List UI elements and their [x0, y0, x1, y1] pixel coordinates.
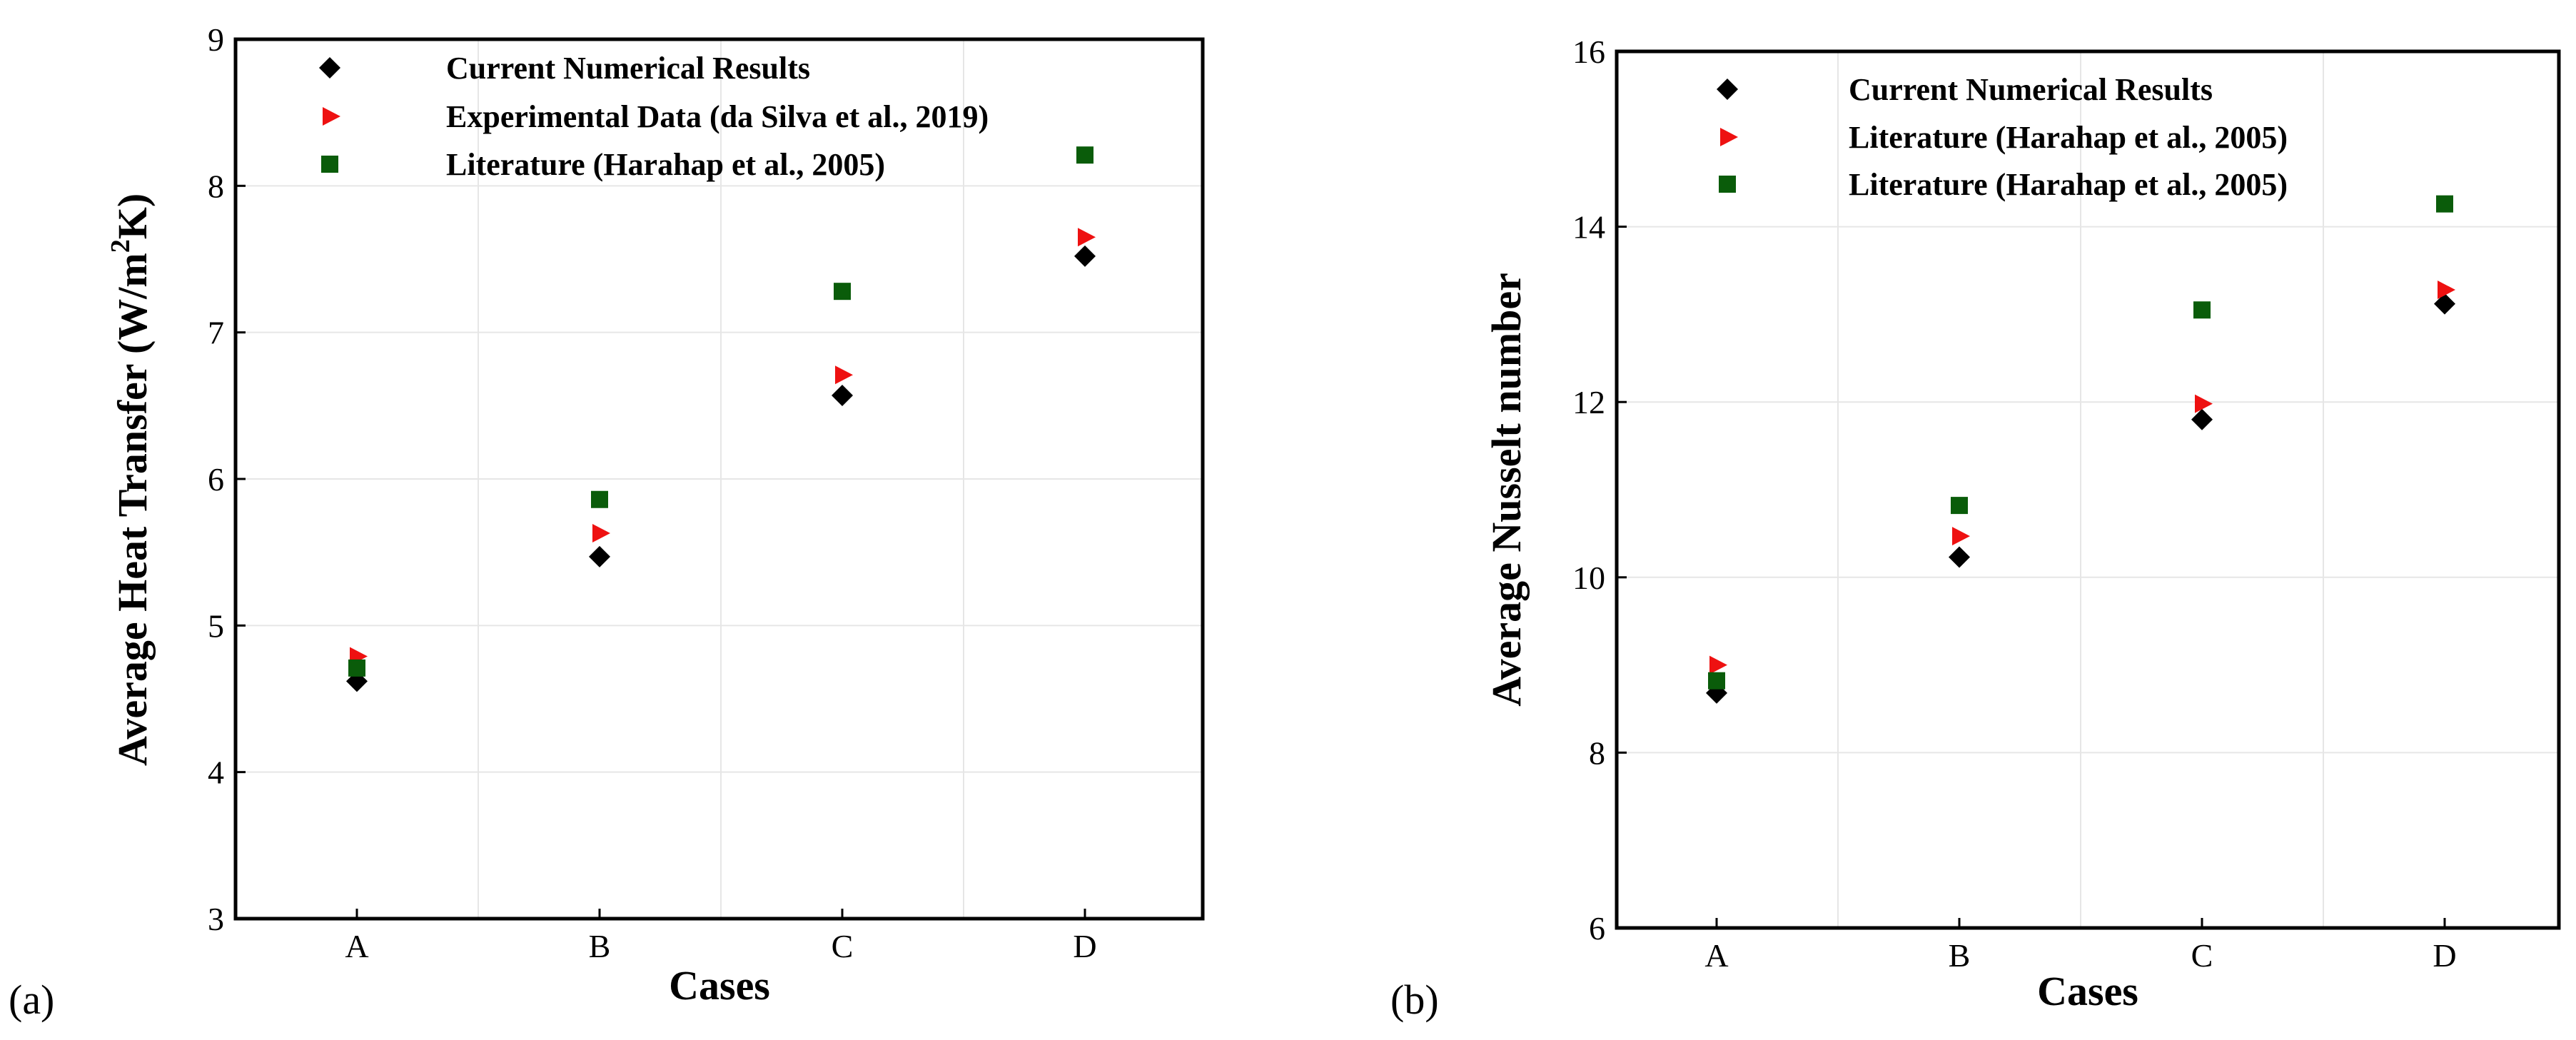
- legend-entry-label: Current Numerical Results: [446, 51, 810, 86]
- legend-entry-label: Current Numerical Results: [1849, 72, 2213, 107]
- legend-marker-square: [321, 156, 338, 173]
- data-point-triangle-right: [1952, 527, 1970, 546]
- legend-entry-label: Experimental Data (da Silva et al., 2019…: [446, 99, 989, 134]
- data-point-diamond: [589, 545, 610, 567]
- panel-a-legend: Current Numerical Results Experimental Da…: [319, 51, 989, 182]
- legend-entry-label: Literature (Harahap et al., 2005): [1849, 120, 2288, 155]
- x-tick-label: C: [2191, 937, 2213, 974]
- y-tick-label: 9: [208, 21, 224, 58]
- data-point-diamond: [1949, 546, 1970, 568]
- legend-entry-label: Literature (Harahap et al., 2005): [1849, 167, 2288, 202]
- legend-entry-label: Literature (Harahap et al., 2005): [446, 147, 885, 182]
- y-tick-label: 3: [208, 901, 224, 937]
- panel-b-data-points: [1706, 195, 2455, 704]
- legend-marker-diamond: [319, 57, 340, 79]
- chart-panel-a: 3 4 5 6 7 8 9 A B C D Current Numerical Results Exp…: [9, 21, 1205, 1023]
- y-tick-label: 6: [1589, 910, 1605, 946]
- panel-a-x-axis-title: Cases: [669, 962, 770, 1009]
- data-point-triangle-right: [2438, 281, 2455, 300]
- panel-b-ticks: 6 8 10 12 14 16 A B C D: [1572, 34, 2457, 974]
- x-tick-label: A: [345, 928, 368, 964]
- data-point-diamond: [1074, 245, 1096, 267]
- chart-panel-b: 6 8 10 12 14 16 A B C D Current Numerical Results…: [1390, 34, 2561, 1023]
- x-tick-label: C: [832, 928, 854, 964]
- legend-marker-diamond: [1717, 79, 1738, 100]
- legend-marker-triangle-right: [1720, 128, 1738, 146]
- panel-b-plot-frame: [1615, 49, 2561, 930]
- panel-a-grid: [236, 39, 1203, 919]
- x-tick-label: A: [1704, 937, 1728, 974]
- y-tick-label: 14: [1572, 209, 1605, 246]
- y-tick-label: 8: [1589, 734, 1605, 771]
- data-point-square: [348, 659, 365, 677]
- legend-marker-triangle-right: [323, 107, 340, 126]
- x-tick-label: D: [2433, 937, 2456, 974]
- data-point-square: [591, 490, 608, 508]
- data-point-square: [834, 283, 851, 301]
- y-tick-label: 12: [1572, 384, 1605, 420]
- y-tick-label: 10: [1572, 560, 1605, 596]
- panel-b-x-axis-title: Cases: [2037, 968, 2138, 1014]
- data-point-square: [1076, 146, 1093, 164]
- data-point-diamond: [832, 384, 853, 406]
- y-tick-label: 5: [208, 607, 224, 644]
- y-tick-label: 7: [208, 315, 224, 351]
- data-point-square: [1708, 672, 1725, 690]
- data-point-square: [2193, 301, 2211, 319]
- panel-b-y-axis-title: Average Nusselt number: [1483, 273, 1530, 707]
- legend-marker-square: [1719, 176, 1736, 193]
- x-tick-label: B: [1949, 937, 1971, 974]
- data-point-square: [1951, 497, 1968, 515]
- panel-a-ticks: 3 4 5 6 7 8 9 A B C D: [208, 21, 1097, 964]
- panel-b-grid: [1617, 51, 2559, 928]
- x-tick-label: D: [1073, 928, 1096, 964]
- y-tick-label: 8: [208, 168, 224, 204]
- data-point-triangle-right: [835, 365, 853, 385]
- panel-a-y-axis-title-end: K): [109, 193, 156, 239]
- data-point-triangle-right: [1078, 228, 1096, 247]
- data-point-diamond: [2191, 408, 2213, 430]
- panel-b-label: (b): [1390, 976, 1439, 1023]
- data-point-triangle-right: [592, 523, 610, 542]
- data-point-triangle-right: [1709, 655, 1727, 675]
- y-tick-label: 16: [1572, 34, 1605, 70]
- panel-a-data-points: [346, 146, 1096, 692]
- y-tick-label: 4: [208, 754, 224, 791]
- panel-a-y-axis-title-superscript: 2: [106, 239, 136, 253]
- panel-a-y-axis-title: Average Heat Transfer (W/m2K): [106, 193, 156, 766]
- panel-a-label: (a): [9, 976, 54, 1023]
- panel-a-y-axis-title-main: Average Heat Transfer (W/m: [109, 253, 156, 766]
- panel-b-legend: Current Numerical Results Literature (Har…: [1717, 72, 2288, 202]
- data-point-triangle-right: [2195, 394, 2213, 413]
- data-point-diamond: [2434, 293, 2455, 315]
- x-tick-label: B: [589, 928, 611, 964]
- data-point-square: [2436, 195, 2453, 213]
- y-tick-label: 6: [208, 461, 224, 498]
